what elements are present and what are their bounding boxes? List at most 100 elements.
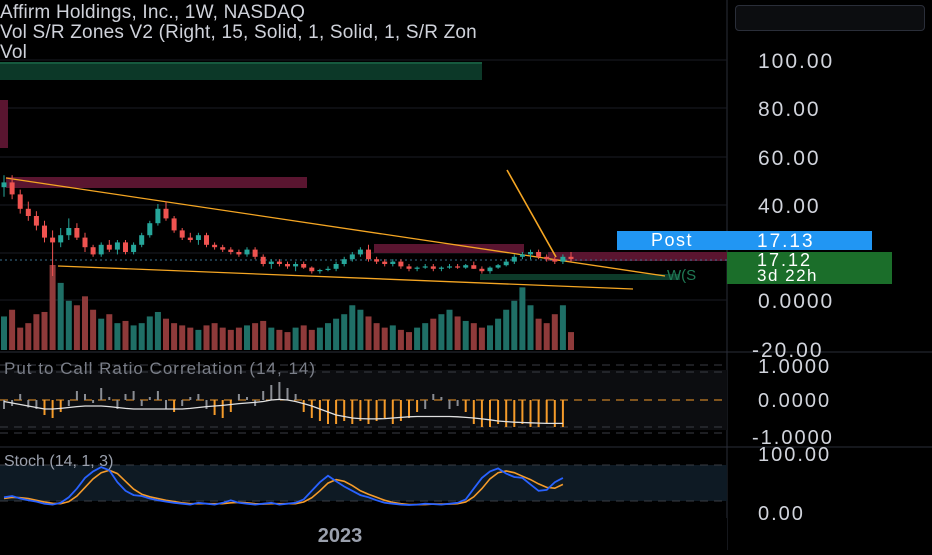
candle-body: [341, 259, 347, 264]
stoch-axis-label: 0.00: [758, 503, 805, 525]
volume-bar: [65, 300, 72, 350]
candles: [1, 175, 574, 276]
volume-bar: [559, 305, 566, 350]
volume-bar: [203, 325, 210, 350]
volume-bars: [1, 265, 574, 350]
vol-indicator-legend[interactable]: Vol: [0, 42, 28, 63]
post-price-badge: [727, 231, 872, 250]
candle-body: [519, 254, 525, 257]
sr-indicator-legend[interactable]: Vol S/R Zones V2 (Right, 15, Solid, 1, S…: [0, 22, 477, 43]
volume-bar: [33, 314, 40, 350]
candle-body: [487, 267, 493, 272]
pcr-levels: [0, 364, 727, 434]
volume-bar: [9, 309, 16, 350]
toolbar-search-box[interactable]: [735, 5, 925, 31]
stoch-levels: [0, 464, 727, 502]
volume-bar: [235, 327, 242, 350]
candle-body: [163, 208, 169, 219]
last-price: 17.12: [757, 250, 812, 270]
price-axis-label: 40.00: [758, 195, 821, 218]
volume-bar: [414, 327, 421, 350]
volume-bar: [349, 305, 356, 350]
volume-bar: [244, 325, 250, 350]
candle-body: [42, 225, 47, 238]
candle-body: [106, 244, 112, 250]
bar-countdown: 3d 22h: [757, 266, 818, 285]
candle-body: [252, 249, 258, 257]
post-price: 17.13: [757, 231, 815, 252]
last-price-badge: [727, 252, 892, 284]
candle-body: [366, 249, 371, 260]
volume-bar: [373, 323, 380, 350]
volume-bar: [187, 327, 194, 350]
candle-body: [325, 268, 331, 270]
candle-body: [236, 252, 242, 255]
candle-body: [495, 265, 501, 268]
stoch-band: [0, 465, 727, 501]
candle-body: [455, 266, 461, 268]
candle-body: [155, 208, 161, 224]
volume-bar: [478, 327, 485, 350]
pcr-panel-title[interactable]: Put to Call Ratio Correlation (14, 14): [4, 359, 316, 378]
candle-body: [98, 244, 104, 255]
volume-bar: [487, 325, 493, 350]
volume-bar: [82, 296, 88, 350]
candle-body: [333, 264, 339, 269]
post-label-badge: [617, 231, 727, 250]
candle-body: [568, 256, 574, 259]
volume-bar: [503, 309, 510, 350]
candle-body: [317, 270, 323, 272]
candle-body: [179, 230, 185, 238]
candle-body: [552, 259, 558, 262]
symbol-legend[interactable]: Affirm Holdings, Inc., 1W, NASDAQ: [0, 2, 306, 23]
volume-bar: [446, 309, 453, 350]
candle-body: [430, 266, 436, 269]
volume-bar: [495, 318, 502, 350]
candle-body: [220, 247, 226, 250]
volume-bar: [462, 320, 469, 350]
post-label: Post: [651, 230, 693, 250]
volume-bar: [333, 318, 340, 350]
candle-body: [528, 252, 533, 255]
volume-bar: [511, 300, 518, 350]
volume-bar: [41, 311, 48, 350]
sr-zone-red: [0, 100, 8, 148]
volume-bar: [25, 323, 32, 350]
sr-zone-red: [6, 177, 307, 188]
volume-bar: [57, 282, 64, 350]
volume-bar: [211, 323, 218, 350]
volume-bar: [17, 327, 24, 350]
volume-bar: [430, 318, 437, 350]
volume-bar: [179, 325, 186, 350]
price-axis-label: 80.00: [758, 98, 821, 121]
candle-body: [463, 265, 469, 268]
volume-bar: [130, 325, 137, 350]
candle-body: [50, 237, 56, 243]
candle-body: [82, 237, 88, 248]
pcr-axis-label: 1.0000: [758, 356, 831, 378]
stoch-k-line: [3, 466, 564, 506]
candle-body: [171, 218, 177, 231]
zone-label: W(S: [667, 267, 696, 284]
volume-bar: [260, 320, 267, 350]
stoch-panel-title[interactable]: Stoch (14, 1, 3): [4, 453, 113, 470]
candle-body: [244, 249, 250, 255]
candle-body: [560, 256, 566, 262]
price-axis-label: 0.0000: [758, 290, 834, 313]
candle-body: [503, 261, 509, 266]
volume-bar: [284, 332, 291, 350]
candle-body: [17, 194, 23, 209]
sr-zone-red: [548, 252, 727, 261]
candle-body: [479, 268, 485, 272]
pcr-axis-labels: 1.0000 0.0000 -1.0000: [752, 356, 832, 449]
candle-body: [511, 256, 517, 262]
volume-bar: [227, 329, 234, 350]
candle-body: [228, 249, 234, 252]
volume-bar: [381, 327, 388, 350]
volume-bar: [470, 323, 477, 350]
stoch-axis-label: 100.00: [758, 444, 831, 466]
candle-body: [422, 266, 428, 268]
candle-body: [33, 216, 39, 226]
